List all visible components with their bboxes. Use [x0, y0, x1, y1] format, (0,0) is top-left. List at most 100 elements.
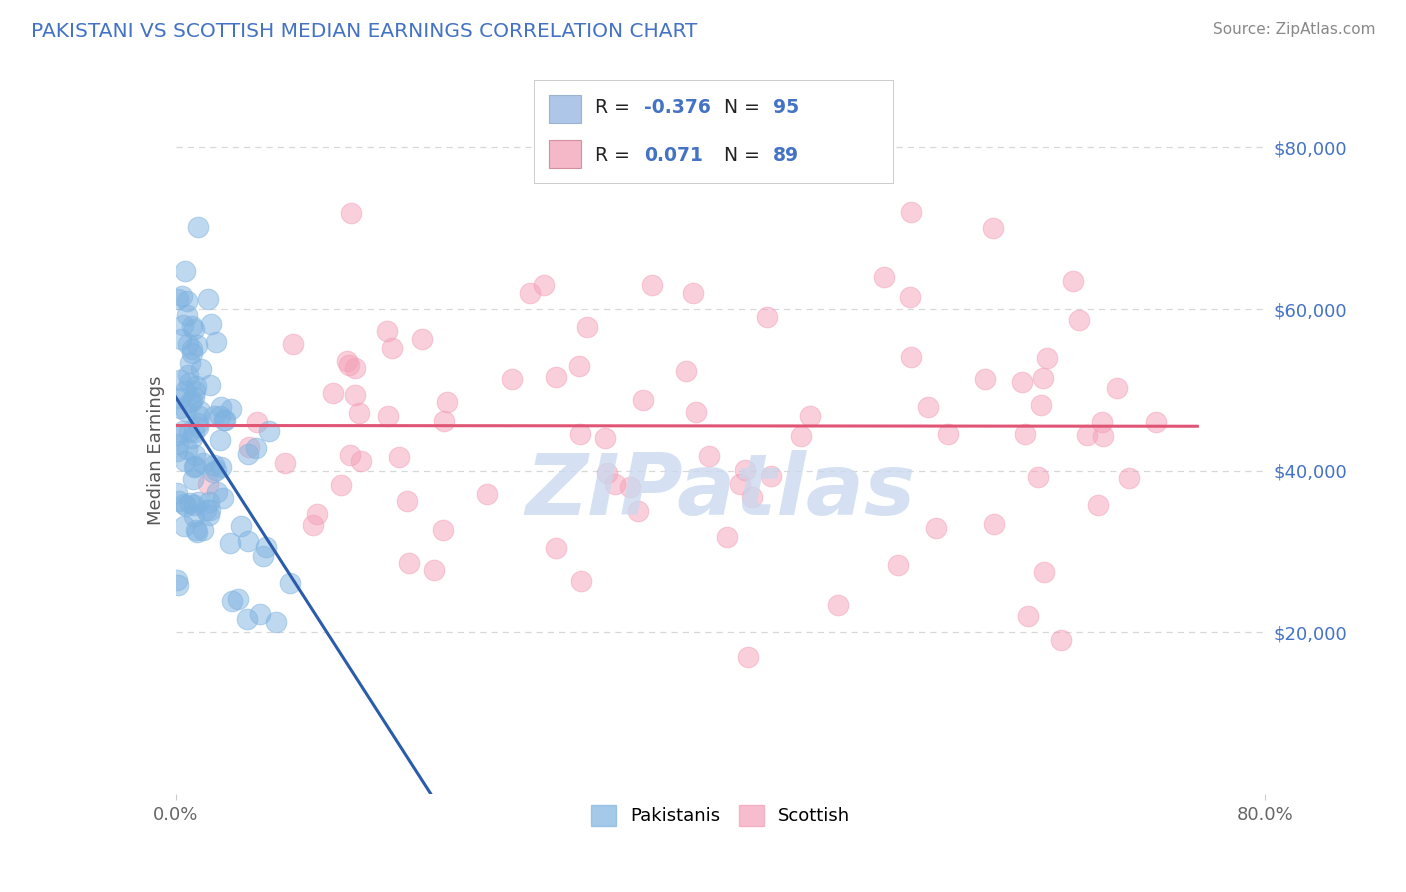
Point: [166, 573, 188, 587]
Point: [209, 459, 232, 474]
Point: [675, 364, 697, 378]
Point: [194, 502, 217, 516]
Point: [200, 318, 222, 332]
Point: [436, 395, 458, 409]
Point: [235, 611, 257, 625]
Point: [176, 337, 198, 351]
Point: [180, 319, 202, 334]
Point: [167, 493, 190, 508]
Point: [184, 384, 207, 398]
Point: [183, 460, 205, 475]
Point: [174, 404, 197, 418]
Point: [381, 341, 404, 355]
Point: [339, 449, 361, 463]
Point: [179, 376, 201, 391]
Point: [322, 386, 344, 401]
Point: [477, 486, 499, 500]
Point: [1107, 381, 1129, 395]
FancyBboxPatch shape: [548, 140, 581, 169]
Point: [166, 443, 188, 458]
Point: [619, 480, 641, 494]
Point: [804, 164, 827, 178]
Point: [181, 342, 204, 356]
Point: [1014, 427, 1036, 442]
Point: [219, 535, 242, 549]
Point: [202, 458, 225, 472]
Point: [898, 290, 921, 304]
Point: [375, 324, 398, 338]
Point: [790, 428, 813, 442]
Point: [190, 362, 212, 376]
Point: [1091, 415, 1114, 429]
Point: [627, 504, 650, 518]
Point: [423, 563, 446, 577]
Point: [186, 525, 208, 540]
Point: [641, 277, 664, 292]
Point: [205, 335, 228, 350]
Point: [249, 607, 271, 622]
Point: [209, 401, 232, 415]
Point: [236, 447, 259, 461]
Point: [177, 368, 200, 383]
Point: [169, 373, 191, 387]
Point: [756, 310, 779, 325]
Point: [759, 468, 782, 483]
Point: [173, 519, 195, 533]
Point: [936, 427, 959, 442]
Point: [983, 517, 1005, 532]
Point: [1050, 633, 1073, 648]
Point: [219, 401, 242, 416]
Point: [1032, 565, 1054, 579]
Point: [603, 477, 626, 491]
Point: [197, 292, 219, 306]
Point: [172, 424, 194, 438]
Point: [188, 404, 211, 418]
Point: [252, 549, 274, 563]
Point: [533, 277, 555, 292]
Point: [167, 292, 190, 306]
Point: [278, 575, 301, 590]
Point: [1118, 470, 1140, 484]
Point: [187, 409, 209, 423]
Point: [202, 409, 225, 423]
Point: [1011, 375, 1033, 389]
Point: [576, 319, 599, 334]
Point: [981, 221, 1004, 235]
Point: [827, 598, 849, 612]
Text: 89: 89: [773, 145, 799, 165]
Point: [197, 477, 219, 491]
Point: [799, 409, 821, 424]
Point: [544, 370, 567, 384]
Point: [221, 594, 243, 608]
Point: [180, 430, 202, 444]
Point: [212, 491, 235, 505]
Point: [264, 615, 287, 629]
Text: R =: R =: [595, 145, 630, 165]
Point: [183, 322, 205, 336]
Point: [544, 541, 567, 555]
Point: [631, 392, 654, 407]
Point: [685, 405, 707, 419]
Point: [179, 496, 201, 510]
Point: [349, 454, 371, 468]
Point: [183, 390, 205, 404]
Point: [336, 354, 359, 368]
Point: [180, 346, 202, 360]
Point: [337, 358, 360, 372]
Text: PAKISTANI VS SCOTTISH MEDIAN EARNINGS CORRELATION CHART: PAKISTANI VS SCOTTISH MEDIAN EARNINGS CO…: [31, 22, 697, 41]
Point: [198, 494, 221, 508]
Point: [231, 519, 253, 533]
Legend: Pakistanis, Scottish: Pakistanis, Scottish: [583, 797, 858, 833]
Point: [917, 400, 939, 414]
Point: [208, 433, 231, 447]
Text: Source: ZipAtlas.com: Source: ZipAtlas.com: [1212, 22, 1375, 37]
Point: [176, 293, 198, 308]
Point: [568, 426, 591, 441]
Text: 0.071: 0.071: [644, 145, 703, 165]
Point: [728, 477, 751, 491]
Point: [347, 406, 370, 420]
Point: [184, 523, 207, 537]
Point: [432, 524, 454, 538]
Point: [501, 372, 523, 386]
Point: [214, 413, 236, 427]
